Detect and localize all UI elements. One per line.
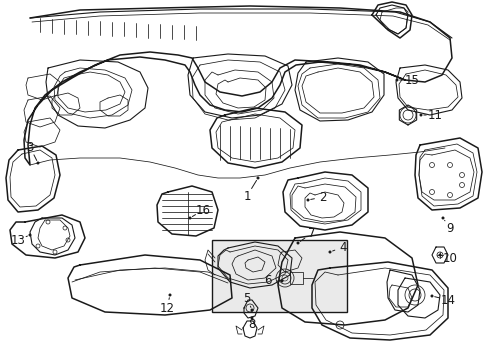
Circle shape [438, 253, 441, 257]
Text: 13: 13 [11, 234, 25, 247]
Text: 3: 3 [26, 140, 34, 153]
Text: 2: 2 [319, 190, 326, 203]
Circle shape [28, 234, 31, 237]
Text: 9: 9 [446, 221, 453, 234]
Text: 15: 15 [404, 73, 419, 86]
Bar [212, 240, 346, 312]
Circle shape [395, 78, 398, 81]
Text: 4: 4 [339, 240, 346, 253]
Text: 5: 5 [243, 292, 250, 305]
Circle shape [280, 279, 283, 283]
Circle shape [441, 216, 444, 220]
Text: 16: 16 [195, 203, 210, 216]
Circle shape [419, 113, 422, 117]
Circle shape [168, 293, 171, 297]
Text: 12: 12 [159, 302, 174, 315]
Circle shape [37, 162, 40, 165]
Text: 8: 8 [248, 319, 255, 332]
Circle shape [188, 216, 191, 220]
Circle shape [250, 316, 253, 320]
Circle shape [328, 251, 331, 253]
Circle shape [250, 309, 253, 311]
Text: 11: 11 [427, 108, 442, 122]
Circle shape [306, 198, 309, 202]
Text: 1: 1 [243, 189, 250, 202]
Circle shape [256, 176, 259, 180]
Circle shape [429, 294, 433, 297]
Text: 7: 7 [307, 226, 315, 239]
Circle shape [296, 242, 299, 244]
Text: 6: 6 [264, 274, 271, 288]
Text: 14: 14 [440, 293, 454, 306]
Text: 10: 10 [442, 252, 456, 265]
